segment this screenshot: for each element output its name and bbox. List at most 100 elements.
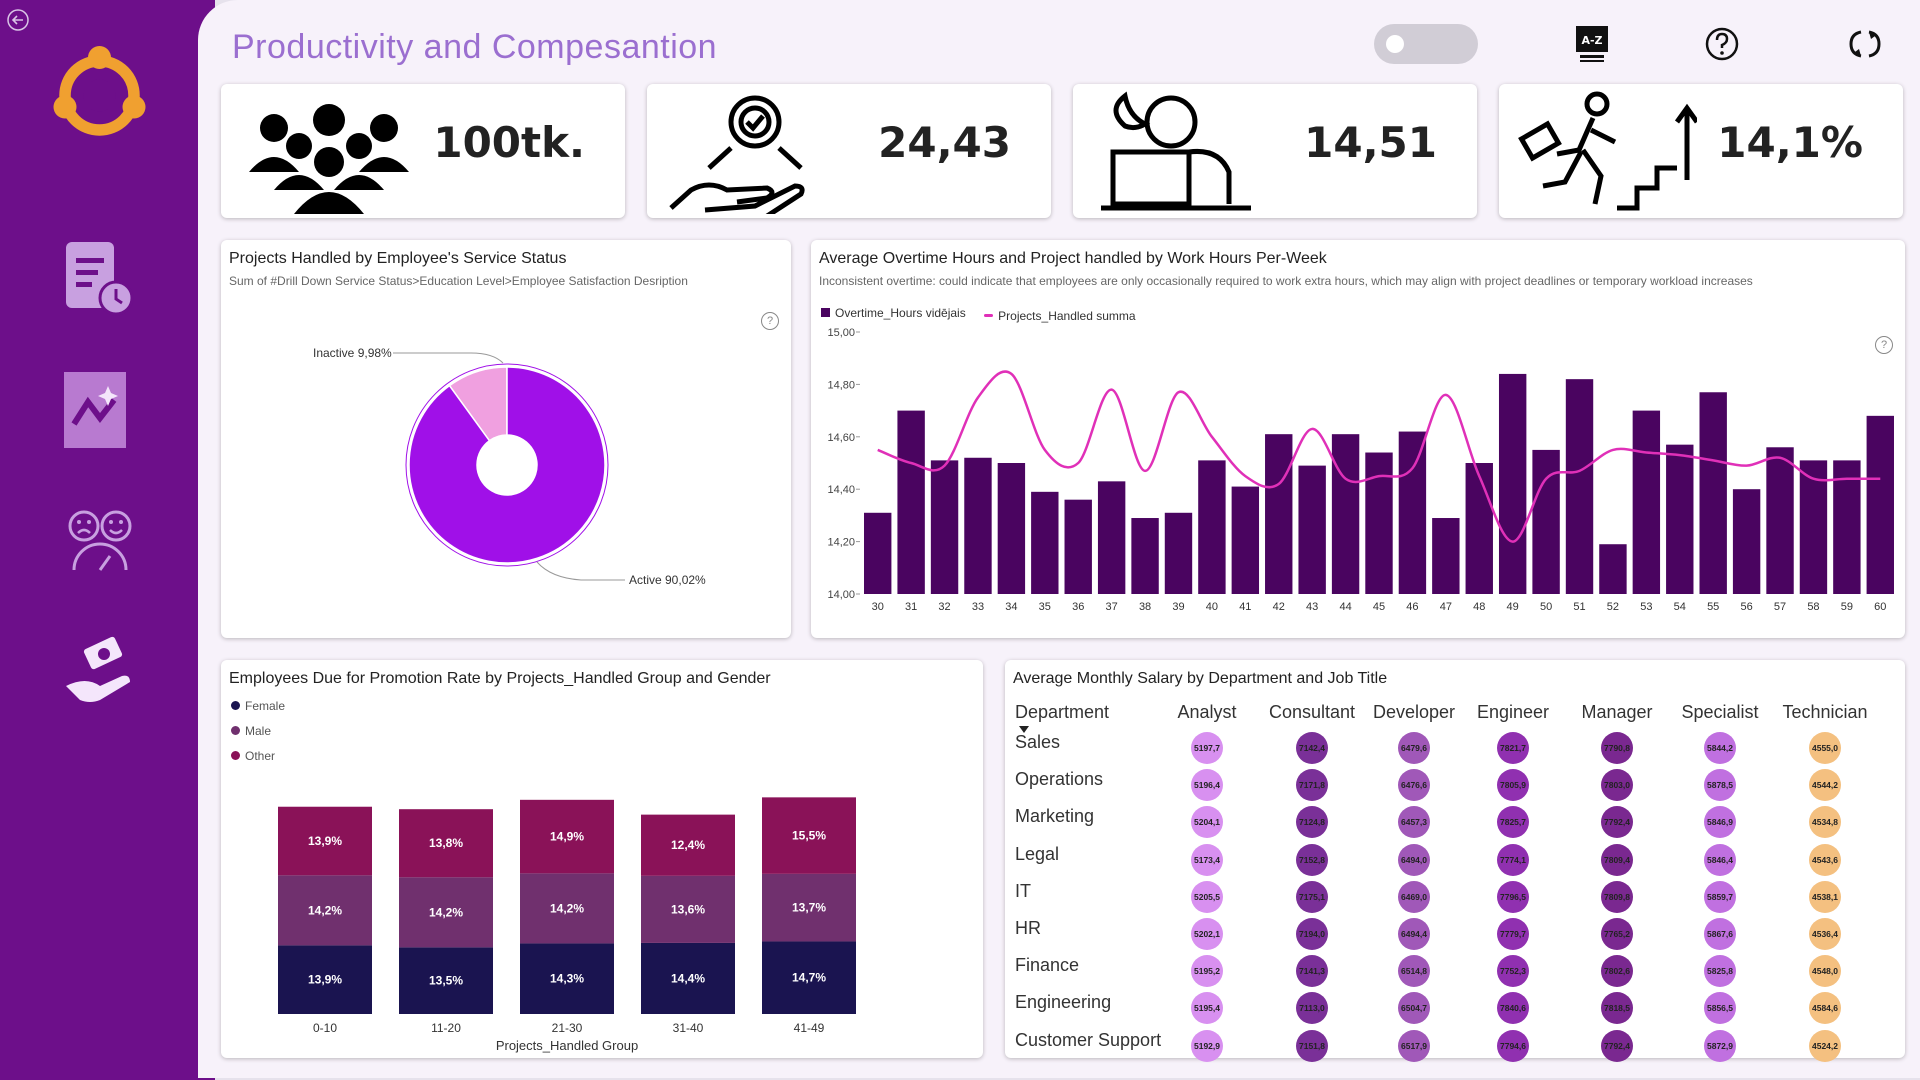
matrix-cell[interactable]: 4544,2	[1809, 769, 1841, 802]
reset-icon[interactable]	[1845, 24, 1885, 64]
matrix-cell[interactable]: 7840,6	[1497, 992, 1529, 1025]
matrix-row-label[interactable]: Operations	[1015, 769, 1104, 790]
matrix-cell[interactable]: 4584,6	[1809, 992, 1841, 1025]
legend-other[interactable]: Other	[231, 744, 285, 769]
matrix-cell[interactable]: 7194,0	[1296, 918, 1328, 950]
matrix-row-label[interactable]: Sales	[1015, 732, 1061, 752]
matrix-cell[interactable]: 6494,0	[1398, 843, 1430, 876]
matrix-cell[interactable]: 7796,5	[1497, 880, 1529, 913]
matrix-cell[interactable]: 7774,1	[1497, 843, 1529, 876]
matrix-row-label[interactable]: Marketing	[1015, 806, 1095, 827]
matrix-cell[interactable]: 5856,5	[1704, 992, 1736, 1025]
matrix-cell[interactable]: 6494,4	[1398, 918, 1430, 950]
matrix-cell[interactable]: 6457,3	[1398, 806, 1430, 839]
help-icon[interactable]	[1702, 24, 1742, 64]
matrix-cell[interactable]: 5195,2	[1191, 955, 1223, 988]
matrix-cell[interactable]: 5878,5	[1704, 769, 1736, 802]
matrix-row-label[interactable]: Finance	[1015, 955, 1080, 976]
matrix-cell[interactable]: 5846,4	[1704, 843, 1736, 876]
matrix-cell[interactable]: 7794,6	[1497, 1029, 1529, 1062]
matrix-cell[interactable]: 7151,8	[1296, 1029, 1328, 1062]
nav-performance-icon[interactable]	[60, 368, 140, 452]
matrix-cell[interactable]: 5196,4	[1191, 769, 1223, 802]
matrix-row-label[interactable]: HR	[1015, 918, 1041, 938]
matrix-cell[interactable]: 5192,9	[1191, 1029, 1223, 1062]
matrix-cell[interactable]: 4524,2	[1809, 1029, 1841, 1062]
matrix-row-label[interactable]: IT	[1015, 880, 1031, 901]
matrix-cell[interactable]: 5859,7	[1704, 880, 1736, 913]
matrix-col-header-manager[interactable]: Manager	[1581, 702, 1653, 722]
matrix-cell[interactable]: 7792,4	[1601, 806, 1633, 839]
matrix-col-header-analyst[interactable]: Analyst	[1177, 702, 1237, 722]
matrix-cell[interactable]: 5872,9	[1704, 1029, 1736, 1062]
matrix-cell[interactable]: 7809,4	[1601, 843, 1633, 876]
matrix-cell[interactable]: 5197,7	[1191, 732, 1223, 764]
matrix-cell[interactable]: 7792,4	[1601, 1029, 1633, 1062]
matrix-cell[interactable]: 7142,4	[1296, 732, 1328, 764]
matrix-row-label[interactable]: Legal	[1015, 843, 1060, 864]
back-arrow-icon[interactable]	[6, 8, 30, 32]
matrix-cell[interactable]: 7752,3	[1497, 955, 1529, 988]
nav-satisfaction-icon[interactable]	[60, 500, 140, 584]
matrix-cell[interactable]: 7790,8	[1601, 732, 1633, 764]
matrix-cell[interactable]: 7825,7	[1497, 806, 1529, 839]
matrix-cell[interactable]: 4536,4	[1809, 918, 1841, 950]
matrix-cell[interactable]: 5195,4	[1191, 992, 1223, 1025]
matrix-cell[interactable]: 7809,8	[1601, 880, 1633, 913]
toggle-knob[interactable]	[1386, 35, 1404, 53]
matrix-cell[interactable]: 7141,3	[1296, 955, 1328, 988]
matrix-cell[interactable]: 4548,0	[1809, 955, 1841, 988]
matrix-cell[interactable]: 4543,6	[1809, 843, 1841, 876]
matrix-cell[interactable]: 5202,1	[1191, 918, 1223, 950]
matrix-col-header-engineer[interactable]: Engineer	[1476, 702, 1550, 722]
nav-report-time-icon[interactable]	[60, 236, 140, 320]
matrix-cell[interactable]: 5844,2	[1704, 732, 1736, 764]
matrix-cell[interactable]: 7821,7	[1497, 732, 1529, 764]
matrix-cell[interactable]: 6469,0	[1398, 880, 1430, 913]
matrix-cell[interactable]: 4555,0	[1809, 732, 1841, 764]
legend-female[interactable]: Female	[231, 694, 285, 719]
matrix-cell[interactable]: 7152,8	[1296, 843, 1328, 876]
matrix-row-header[interactable]: Department	[1015, 702, 1110, 722]
matrix-col-header-consultant[interactable]: Consultant	[1268, 702, 1356, 722]
matrix-cell[interactable]: 5867,6	[1704, 918, 1736, 950]
matrix-cell[interactable]: 7124,8	[1296, 806, 1328, 839]
matrix-cell[interactable]: 7802,6	[1601, 955, 1633, 988]
matrix-row-label[interactable]: Customer Support	[1015, 1029, 1162, 1050]
theme-toggle[interactable]	[1374, 24, 1478, 64]
legend-projects[interactable]: Projects_Handled summa	[984, 309, 1136, 323]
matrix-cell[interactable]: 5825,8	[1704, 955, 1736, 988]
matrix-cell[interactable]: 6476,6	[1398, 769, 1430, 802]
matrix-cell[interactable]: 7175,1	[1296, 880, 1328, 913]
matrix-cell[interactable]: 5205,5	[1191, 880, 1223, 913]
help-icon[interactable]: ?	[1875, 336, 1893, 354]
matrix-col-header-developer[interactable]: Developer	[1372, 702, 1456, 722]
matrix-cell[interactable]: 7805,9	[1497, 769, 1529, 802]
matrix-col-header-specialist[interactable]: Specialist	[1681, 702, 1759, 722]
matrix-cell[interactable]: 7765,2	[1601, 918, 1633, 950]
matrix-cell[interactable]: 5204,1	[1191, 806, 1223, 839]
legend-male[interactable]: Male	[231, 719, 285, 744]
sort-down-icon[interactable]	[1019, 726, 1029, 734]
sort-az-icon[interactable]: A-Z	[1572, 24, 1612, 64]
matrix-cell[interactable]: 7779,7	[1497, 918, 1529, 950]
matrix-cell[interactable]: 4534,8	[1809, 806, 1841, 839]
matrix-cell[interactable]: 7113,0	[1296, 992, 1328, 1025]
matrix-cell[interactable]: 4538,1	[1809, 880, 1841, 913]
help-icon[interactable]: ?	[761, 312, 779, 330]
legend-overtime[interactable]: Overtime_Hours vidējais	[821, 306, 966, 320]
matrix-row-label[interactable]: Engineering	[1015, 992, 1112, 1013]
matrix-cell[interactable]: 5173,4	[1191, 843, 1223, 876]
kpi-value-projects: 24,43	[878, 118, 1011, 167]
matrix-cell[interactable]: 7818,5	[1601, 992, 1633, 1025]
matrix-col-header-technician[interactable]: Technician	[1782, 702, 1868, 722]
matrix-cell[interactable]: 5846,9	[1704, 806, 1736, 839]
matrix-cell[interactable]: 6479,6	[1398, 732, 1430, 764]
matrix-cell[interactable]: 6517,9	[1398, 1029, 1430, 1062]
matrix-cell[interactable]: 7171,8	[1296, 769, 1328, 802]
matrix-cell[interactable]: 6504,7	[1398, 992, 1430, 1025]
bar-data-label: 13,7%	[792, 901, 826, 915]
nav-compensation-icon[interactable]	[60, 628, 140, 712]
matrix-cell[interactable]: 7803,0	[1601, 769, 1633, 802]
matrix-cell[interactable]: 6514,8	[1398, 955, 1430, 988]
